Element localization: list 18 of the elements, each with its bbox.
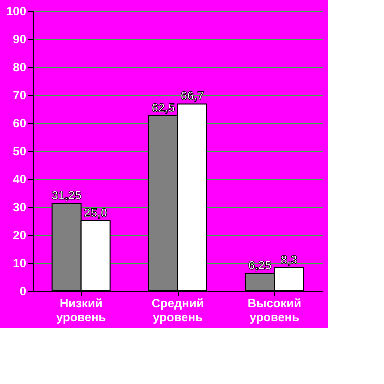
y-tick-label: 50 [13,144,27,158]
y-tick-label: 40 [13,172,27,186]
y-tick-label: 0 [20,284,27,298]
y-tick-label: 60 [13,116,27,130]
x-tick-label: Низкий уровень [56,296,106,324]
y-tick-label: 70 [13,88,27,102]
x-tick-label: Средний уровень [152,296,204,324]
data-label: 8,3 [280,252,298,267]
data-label: 31,25 [52,188,82,202]
data-label: 25,0 [84,206,108,220]
data-label: 62,5 [152,101,176,115]
y-tick-label: 10 [13,256,27,270]
x-tick-label: Высокий уровень [248,296,302,324]
y-tick-label: 20 [13,228,27,242]
y-tick-label: 90 [13,32,27,46]
y-tick-label: 100 [6,4,27,18]
y-tick-label: 80 [13,60,27,74]
y-tick-label: 30 [13,200,27,214]
